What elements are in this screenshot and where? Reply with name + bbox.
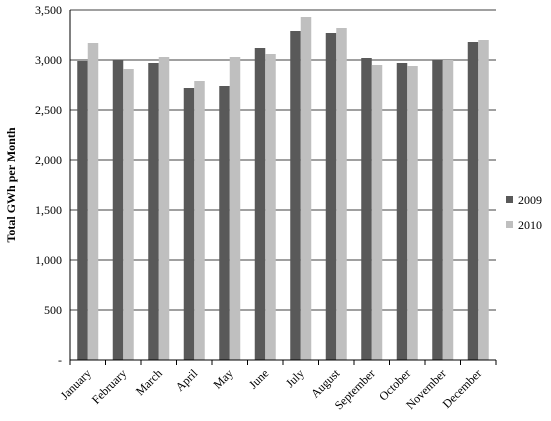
- x-tick-label: July: [283, 366, 307, 390]
- legend-swatch-2010: [506, 221, 513, 228]
- bar-2009-february: [112, 60, 124, 360]
- bar-2010-january: [87, 43, 99, 360]
- bar-2010-february: [123, 69, 134, 360]
- bar-2010-march: [158, 57, 170, 360]
- bar-2009-july: [290, 31, 301, 360]
- y-tick-label: 2,500: [35, 103, 62, 117]
- bar-2010-october: [407, 66, 418, 360]
- x-tick-label: March: [133, 366, 165, 398]
- gridlines: [70, 9, 496, 311]
- y-tick-label: -: [58, 353, 62, 367]
- bar-2009-april: [183, 88, 195, 360]
- legend-swatch-2009: [506, 196, 513, 203]
- x-tick-label: June: [246, 366, 271, 391]
- bar-2009-november: [432, 60, 443, 360]
- bar-2009-october: [396, 63, 408, 360]
- y-axis-title: Total GWh per Month: [4, 127, 18, 242]
- bar-2009-september: [361, 58, 372, 360]
- bar-2010-july: [300, 17, 312, 360]
- bar-2009-december: [467, 42, 479, 360]
- bars: [77, 17, 489, 360]
- y-tick-labels: - 500 1,000 1,500 2,000 2,500 3,000 3,500: [35, 3, 62, 367]
- bar-2009-may: [219, 86, 230, 360]
- legend-label-2009: 2009: [518, 193, 542, 207]
- bar-2010-december: [478, 40, 489, 360]
- x-tick-label: February: [89, 366, 130, 407]
- x-tick-label: April: [173, 366, 201, 394]
- x-tick-label: December: [440, 366, 485, 411]
- bar-2009-january: [77, 61, 88, 360]
- y-tick-label: 1,000: [35, 253, 62, 267]
- legend: 2009 2010: [506, 193, 542, 232]
- bar-2009-june: [254, 48, 266, 360]
- bar-2009-march: [148, 63, 159, 360]
- bar-2010-september: [371, 65, 383, 360]
- x-tick-label: May: [210, 366, 235, 391]
- y-tick-label: 500: [44, 303, 62, 317]
- bar-2010-may: [229, 57, 241, 360]
- y-tick-label: 2,000: [35, 153, 62, 167]
- y-tick-label: 3,500: [35, 3, 62, 17]
- bar-2010-june: [265, 54, 276, 360]
- y-tick-label: 3,000: [35, 53, 62, 67]
- y-tick-label: 1,500: [35, 203, 62, 217]
- bar-2010-august: [336, 28, 347, 360]
- legend-label-2010: 2010: [518, 218, 542, 232]
- bar-2009-august: [325, 33, 337, 360]
- axes: [69, 10, 496, 361]
- bar-2010-april: [194, 81, 205, 360]
- bar-2010-november: [442, 60, 454, 360]
